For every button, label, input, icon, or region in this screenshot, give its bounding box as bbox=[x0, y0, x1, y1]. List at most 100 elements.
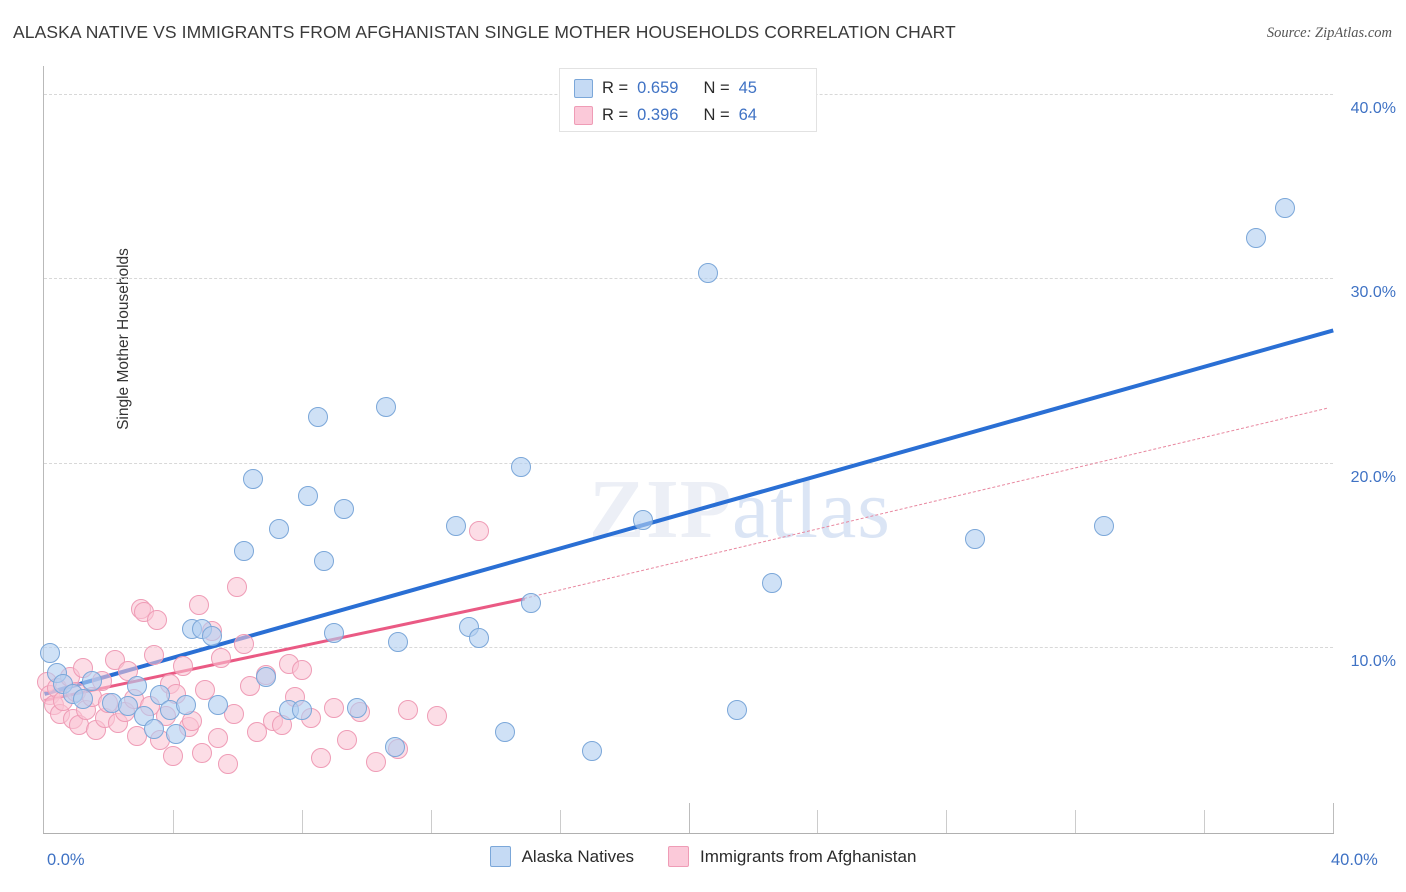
legend-label-immigrants-afghanistan: Immigrants from Afghanistan bbox=[700, 846, 917, 866]
data-point-immigrants-afghanistan bbox=[227, 576, 248, 597]
data-point-alaska-natives bbox=[333, 498, 354, 519]
x-tick-12 bbox=[430, 810, 432, 833]
data-point-alaska-natives bbox=[1094, 515, 1115, 536]
data-point-immigrants-afghanistan bbox=[311, 748, 332, 769]
legend-item-immigrants-afghanistan[interactable]: Immigrants from Afghanistan bbox=[668, 846, 916, 867]
r-value-pink: 0.396 bbox=[637, 105, 679, 124]
plot-area: ZIPatlas bbox=[37, 66, 1335, 832]
data-point-alaska-natives bbox=[82, 670, 103, 691]
y-tick-label-30: 30.0% bbox=[1350, 284, 1396, 302]
x-axis-line bbox=[43, 833, 1334, 834]
data-point-alaska-natives bbox=[201, 626, 222, 647]
data-point-alaska-natives bbox=[446, 515, 467, 536]
data-point-immigrants-afghanistan bbox=[146, 609, 167, 630]
data-point-immigrants-afghanistan bbox=[240, 676, 261, 697]
n-label-blue: N = bbox=[703, 78, 730, 97]
data-point-alaska-natives bbox=[117, 696, 138, 717]
x-tick-16 bbox=[559, 810, 561, 833]
x-axis-label-max: 40.0% bbox=[1331, 851, 1378, 869]
stats-row-blue: R = 0.659 N = 45 bbox=[574, 76, 757, 100]
data-point-alaska-natives bbox=[697, 262, 718, 283]
gridline-30 bbox=[44, 278, 1333, 280]
data-point-alaska-natives bbox=[520, 593, 541, 614]
data-point-alaska-natives bbox=[256, 666, 277, 687]
data-point-alaska-natives bbox=[314, 550, 335, 571]
data-point-alaska-natives bbox=[291, 700, 312, 721]
data-point-alaska-natives bbox=[375, 397, 396, 418]
data-point-immigrants-afghanistan bbox=[246, 722, 267, 743]
x-tick-20 bbox=[688, 803, 690, 833]
x-tick-32 bbox=[1075, 810, 1077, 833]
data-point-alaska-natives bbox=[494, 722, 515, 743]
y-tick-label-40: 40.0% bbox=[1350, 99, 1396, 117]
x-tick-4 bbox=[172, 810, 174, 833]
data-point-immigrants-afghanistan bbox=[162, 746, 183, 767]
watermark-zip: ZIP bbox=[589, 463, 733, 556]
x-tick-8 bbox=[301, 810, 303, 833]
data-point-immigrants-afghanistan bbox=[469, 521, 490, 542]
r-label-pink: R = bbox=[602, 105, 629, 124]
data-point-alaska-natives bbox=[233, 541, 254, 562]
data-point-alaska-natives bbox=[175, 694, 196, 715]
data-point-alaska-natives bbox=[965, 528, 986, 549]
n-value-pink: 64 bbox=[738, 105, 757, 124]
data-point-immigrants-afghanistan bbox=[398, 700, 419, 721]
data-point-alaska-natives bbox=[143, 718, 164, 739]
data-point-immigrants-afghanistan bbox=[324, 698, 345, 719]
data-point-alaska-natives bbox=[127, 676, 148, 697]
data-point-immigrants-afghanistan bbox=[191, 742, 212, 763]
data-point-alaska-natives bbox=[346, 698, 367, 719]
x-tick-28 bbox=[946, 810, 948, 833]
x-tick-36 bbox=[1204, 810, 1206, 833]
legend-swatch-blue-icon bbox=[489, 846, 511, 867]
x-axis-label-min: 0.0% bbox=[47, 851, 85, 869]
data-point-immigrants-afghanistan bbox=[143, 644, 164, 665]
legend-label-alaska-natives: Alaska Natives bbox=[521, 846, 635, 866]
data-point-alaska-natives bbox=[298, 486, 319, 507]
data-point-alaska-natives bbox=[1274, 198, 1295, 219]
page-title: ALASKA NATIVE VS IMMIGRANTS FROM AFGHANI… bbox=[13, 22, 956, 42]
data-point-alaska-natives bbox=[581, 740, 602, 761]
data-point-alaska-natives bbox=[307, 406, 328, 427]
legend-swatch-pink-icon bbox=[668, 846, 690, 867]
y-axis-line bbox=[43, 66, 44, 834]
data-point-alaska-natives bbox=[40, 642, 61, 663]
data-point-alaska-natives bbox=[1245, 227, 1266, 248]
data-point-immigrants-afghanistan bbox=[172, 655, 193, 676]
data-point-alaska-natives bbox=[469, 628, 490, 649]
data-point-alaska-natives bbox=[166, 724, 187, 745]
data-point-alaska-natives bbox=[762, 572, 783, 593]
data-point-alaska-natives bbox=[510, 456, 531, 477]
data-point-immigrants-afghanistan bbox=[195, 679, 216, 700]
data-point-immigrants-afghanistan bbox=[233, 633, 254, 654]
n-label-pink: N = bbox=[703, 105, 730, 124]
data-point-immigrants-afghanistan bbox=[217, 753, 238, 774]
data-point-alaska-natives bbox=[726, 700, 747, 721]
r-label-blue: R = bbox=[602, 78, 629, 97]
watermark-atlas: atlas bbox=[732, 463, 891, 556]
y-tick-label-10: 10.0% bbox=[1350, 653, 1396, 671]
data-point-immigrants-afghanistan bbox=[208, 727, 228, 748]
source-attribution: Source: ZipAtlas.com bbox=[1266, 25, 1392, 41]
data-point-immigrants-afghanistan bbox=[427, 705, 448, 726]
data-point-immigrants-afghanistan bbox=[365, 751, 386, 772]
gridline-20 bbox=[44, 462, 1333, 464]
legend-item-alaska-natives[interactable]: Alaska Natives bbox=[489, 846, 635, 867]
y-tick-label-20: 20.0% bbox=[1350, 468, 1396, 486]
x-tick-40 bbox=[1333, 803, 1334, 833]
data-point-immigrants-afghanistan bbox=[188, 594, 209, 615]
data-point-alaska-natives bbox=[388, 631, 409, 652]
data-point-alaska-natives bbox=[633, 510, 654, 531]
data-point-immigrants-afghanistan bbox=[224, 703, 245, 724]
data-point-alaska-natives bbox=[243, 469, 264, 490]
data-point-alaska-natives bbox=[324, 622, 345, 643]
n-value-blue: 45 bbox=[738, 78, 757, 97]
data-point-alaska-natives bbox=[269, 519, 290, 540]
legend-swatch-immigrants-afghanistan bbox=[574, 105, 593, 125]
zipatlas-watermark: ZIPatlas bbox=[589, 461, 891, 558]
gridline-10 bbox=[44, 647, 1333, 649]
correlation-stats-legend: R = 0.659 N = 45 R = 0.396 N = 64 bbox=[559, 68, 817, 132]
data-point-alaska-natives bbox=[72, 689, 93, 710]
stats-row-pink: R = 0.396 N = 64 bbox=[574, 103, 757, 127]
data-point-alaska-natives bbox=[385, 737, 406, 758]
